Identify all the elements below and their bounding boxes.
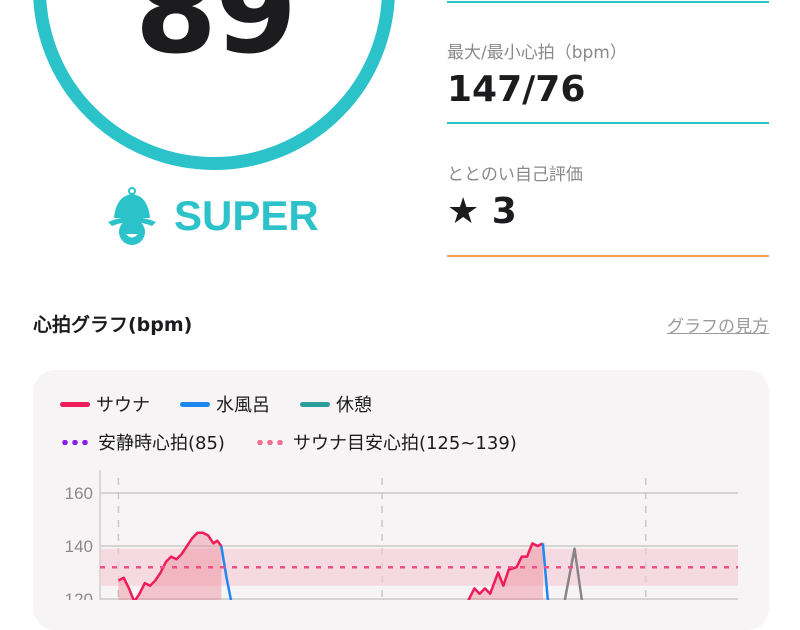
sauna-hat-icon bbox=[108, 187, 156, 245]
divider bbox=[447, 122, 769, 124]
series-line bbox=[563, 547, 584, 600]
legend-cold-bath: 水風呂 bbox=[180, 391, 270, 417]
self-rating: ととのい自己評価 ★ 3 bbox=[447, 160, 769, 232]
stat-label: ととのい自己評価 bbox=[447, 165, 583, 185]
rank-badge: SUPER bbox=[104, 186, 319, 246]
max-min-heart-rate: 最大/最小心拍（bpm） 147/76 bbox=[447, 38, 769, 110]
legend-label: 休憩 bbox=[336, 395, 372, 416]
series-line bbox=[117, 531, 223, 600]
legend-swatch bbox=[60, 439, 90, 445]
series-line bbox=[467, 542, 544, 600]
series-area bbox=[118, 532, 222, 600]
divider bbox=[447, 255, 769, 257]
legend-row-2: 安静時心拍(85) サウナ目安心拍(125~139) bbox=[60, 429, 547, 455]
divider bbox=[447, 1, 769, 3]
legend-sauna: サウナ bbox=[60, 391, 150, 417]
legend-label: 安静時心拍(85) bbox=[98, 433, 225, 454]
stat-value: 147/76 bbox=[447, 69, 586, 110]
y-tick-label: 160 bbox=[65, 484, 93, 503]
legend-row-1: サウナ 水風呂 休憩 bbox=[60, 391, 402, 417]
score-value: 89 bbox=[134, 0, 297, 80]
series-line bbox=[541, 543, 550, 600]
graph-title: 心拍グラフ(bpm) bbox=[33, 314, 193, 336]
legend-swatch bbox=[300, 401, 330, 407]
legend-swatch bbox=[254, 439, 285, 445]
stat-label: 最大/最小心拍（bpm） bbox=[447, 43, 627, 63]
y-tick-label: 120 bbox=[65, 590, 93, 600]
legend-label: サウナ目安心拍(125~139) bbox=[292, 433, 517, 454]
legend-swatch bbox=[60, 401, 90, 407]
series-line bbox=[220, 545, 233, 600]
graph-howto-link[interactable]: グラフの見方 bbox=[667, 317, 769, 337]
stat-value: ★ 3 bbox=[447, 191, 517, 232]
legend-label: サウナ bbox=[96, 395, 150, 416]
heart-rate-chart: 160 140 120 bbox=[65, 470, 738, 600]
legend-sauna-target-hr: サウナ目安心拍(125~139) bbox=[254, 429, 517, 455]
legend-rest: 休憩 bbox=[300, 391, 372, 417]
rank-label: SUPER bbox=[174, 192, 319, 239]
y-tick-label: 140 bbox=[65, 537, 93, 556]
legend-swatch bbox=[180, 401, 210, 407]
heart-rate-chart-card: サウナ 水風呂 休憩 安静時心拍(85) サウナ目安心拍(125~139) bbox=[33, 370, 769, 630]
legend-resting-hr: 安静時心拍(85) bbox=[60, 429, 225, 455]
legend-label: 水風呂 bbox=[216, 395, 270, 416]
